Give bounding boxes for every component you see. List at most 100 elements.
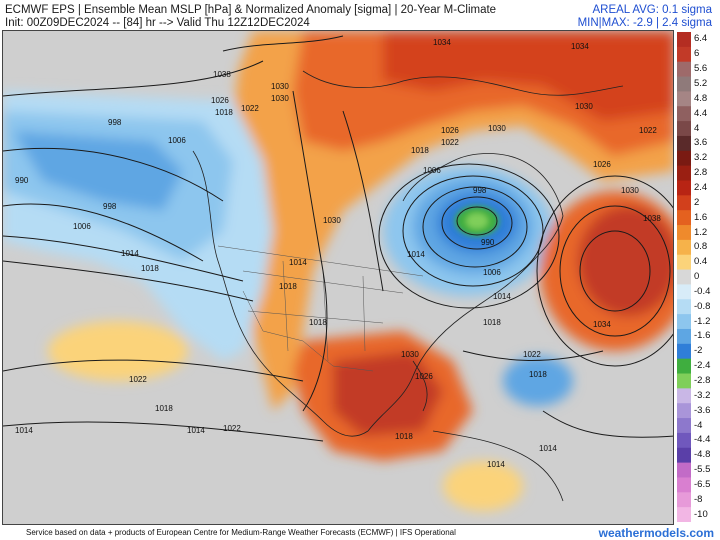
colorbar-swatch [677, 269, 691, 285]
isobar-label: 1014 [539, 444, 557, 453]
colorbar-label: 0 [694, 271, 700, 282]
isobar-label: 1006 [483, 268, 501, 277]
colorbar-label: -2.4 [694, 360, 711, 372]
colorbar-swatch [677, 225, 691, 241]
colorbar-swatch [677, 343, 691, 360]
colorbar-label: -0.4 [694, 285, 711, 297]
colorbar-label: -0.8 [694, 300, 711, 312]
colorbar-label: 6 [694, 48, 700, 60]
map-panel: 1034 1034 1038 1030 1026 1022 1018 1030 … [2, 30, 674, 525]
colorbar-label: -4.8 [694, 449, 711, 461]
isobar-label: 1018 [309, 318, 327, 327]
isobar-labels: 1034 1034 1038 1030 1026 1022 1018 1030 … [15, 38, 661, 469]
isobar-label: 1018 [215, 108, 233, 117]
colorbar [677, 32, 691, 522]
colorbar-label: 3.6 [694, 137, 708, 149]
isobar-label: 1030 [621, 186, 639, 195]
colorbar-swatch [677, 150, 691, 167]
isobar-label: 1014 [487, 460, 505, 469]
colorbar-swatch [677, 418, 691, 434]
isobar-label: 1014 [187, 426, 205, 435]
isobar-label: 1022 [129, 375, 147, 384]
colorbar-label: -1.2 [694, 315, 711, 327]
colorbar-label: 6.4 [694, 33, 708, 45]
init-valid-time: Init: 00Z09DEC2024 -- [84] hr --> Valid … [5, 17, 310, 29]
colorbar-swatch [677, 507, 691, 522]
colorbar-label: -4.4 [694, 434, 711, 446]
isobar-label: 1038 [643, 214, 661, 223]
isobar-label: 1022 [441, 138, 459, 147]
min-max-sigma: MIN|MAX: -2.9 | 2.4 sigma [577, 17, 712, 29]
isobar-label: 1022 [639, 126, 657, 135]
isobar-label: 998 [108, 118, 122, 127]
colorbar-swatch [677, 61, 691, 78]
isobar-label: 1030 [271, 94, 289, 103]
colorbar-label: 2.8 [694, 167, 708, 179]
colorbar-swatch [677, 328, 691, 345]
colorbar-label: -2.8 [694, 374, 711, 386]
isobar-label: 1018 [411, 146, 429, 155]
colorbar-swatch [677, 447, 691, 464]
isobar-label: 998 [473, 186, 487, 195]
colorbar-swatch [677, 91, 691, 107]
isobar-label: 1014 [121, 249, 139, 258]
colorbar-swatch [677, 373, 691, 389]
colorbar-swatch [677, 284, 691, 300]
colorbar-label: -1.6 [694, 330, 711, 342]
colorbar-label: 0.4 [694, 256, 708, 268]
areal-average: AREAL AVG: 0.1 sigma [592, 4, 712, 16]
colorbar-swatch [677, 358, 691, 375]
colorbar-swatch [677, 314, 691, 330]
colorbar-swatch [677, 210, 691, 226]
colorbar-swatch [677, 388, 691, 404]
isobar-label: 1030 [271, 82, 289, 91]
coastlines [192, 70, 624, 502]
isobar-label: 998 [103, 202, 117, 211]
colorbar-label: 1.6 [694, 211, 708, 223]
isobar-label: 1018 [141, 264, 159, 273]
isobar-label: 1034 [571, 42, 589, 51]
colorbar-label: 2 [694, 196, 700, 208]
colorbar-swatch [677, 32, 691, 48]
colorbar-swatch [677, 121, 691, 137]
isobar-label: 1006 [168, 136, 186, 145]
colorbar-label: 2.4 [694, 181, 708, 193]
colorbar-label: 3.2 [694, 152, 708, 164]
isobar-label: 1018 [529, 370, 547, 379]
colorbar-label: 4.4 [694, 107, 708, 119]
isobar-label: 1026 [415, 372, 433, 381]
isobar-label: 1026 [593, 160, 611, 169]
isobars [3, 35, 673, 442]
isobar-label: 1030 [323, 216, 341, 225]
isobar-label: 1014 [407, 250, 425, 259]
colorbar-label: -5.5 [694, 464, 711, 475]
isobar-label: 1026 [211, 96, 229, 105]
isobar-label: 1018 [155, 404, 173, 413]
colorbar-label: 0.8 [694, 241, 708, 253]
colorbar-label: 4 [694, 122, 700, 134]
colorbar-swatch [677, 462, 691, 478]
colorbar-swatch [677, 195, 691, 211]
colorbar-label: 1.2 [694, 226, 708, 238]
isobar-label: 1018 [395, 432, 413, 441]
colorbar-swatch [677, 432, 691, 449]
isobar-label: 1034 [433, 38, 451, 47]
brand-link[interactable]: weathermodels.com [598, 526, 714, 540]
colorbar-swatch [677, 299, 691, 315]
colorbar-swatch [677, 403, 691, 419]
colorbar-label: -8 [694, 493, 703, 505]
isobar-label: 1014 [289, 258, 307, 267]
colorbar-label: -10 [694, 508, 708, 520]
colorbar-swatch [677, 165, 691, 181]
colorbar-swatch [677, 76, 691, 92]
isobar-label: 1014 [15, 426, 33, 435]
colorbar-swatch [677, 106, 691, 122]
colorbar-swatch [677, 180, 691, 196]
isobar-label: 1022 [523, 350, 541, 359]
isobar-label: 990 [15, 176, 29, 185]
colorbar-label: -4 [694, 419, 703, 431]
isobar-label: 1034 [593, 320, 611, 329]
colorbar-label: 4.8 [694, 92, 708, 104]
colorbar-swatch [677, 46, 691, 63]
colorbar-label: -3.2 [694, 389, 711, 401]
